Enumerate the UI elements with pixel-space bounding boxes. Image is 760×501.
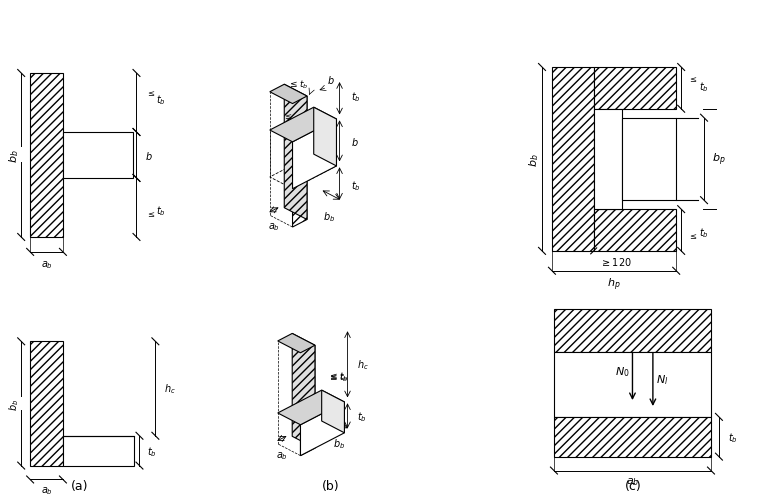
Text: (c): (c) xyxy=(625,479,642,492)
Text: $\leq$: $\leq$ xyxy=(145,210,155,219)
Polygon shape xyxy=(284,85,307,220)
Text: $\leq$: $\leq$ xyxy=(145,88,155,97)
Text: $\leq t_b$: $\leq t_b$ xyxy=(328,370,348,382)
Text: $\leq$: $\leq$ xyxy=(689,75,698,84)
Text: $\leq t_b$: $\leq t_b$ xyxy=(288,78,309,91)
Polygon shape xyxy=(277,334,315,353)
Text: $h_c$: $h_c$ xyxy=(164,382,176,396)
Text: $h_c$: $h_c$ xyxy=(357,358,369,372)
Polygon shape xyxy=(270,108,337,143)
Text: $\leq t_b$: $\leq t_b$ xyxy=(328,371,348,384)
Polygon shape xyxy=(314,108,337,167)
Text: (a): (a) xyxy=(71,479,89,492)
Bar xyxy=(30,342,63,465)
Polygon shape xyxy=(293,120,337,189)
Text: $t_b$: $t_b$ xyxy=(147,444,157,457)
Bar xyxy=(63,436,135,465)
Text: $\leq$: $\leq$ xyxy=(689,231,698,240)
Text: $a_b$: $a_b$ xyxy=(276,449,288,461)
Text: $b_b$: $b_b$ xyxy=(8,149,21,162)
Text: $b_b$: $b_b$ xyxy=(333,437,345,450)
Bar xyxy=(622,118,676,201)
Text: $t_b$: $t_b$ xyxy=(157,93,166,107)
Text: $N_l$: $N_l$ xyxy=(656,373,668,387)
Text: $N_0$: $N_0$ xyxy=(615,364,629,378)
Bar xyxy=(594,210,676,252)
Polygon shape xyxy=(300,346,315,456)
Text: $t_b$: $t_b$ xyxy=(699,80,709,94)
Text: $\geq 120$: $\geq 120$ xyxy=(600,256,632,268)
Text: $t_b$: $t_b$ xyxy=(351,90,361,104)
Polygon shape xyxy=(293,97,307,227)
Text: $\leq$: $\leq$ xyxy=(283,112,293,121)
Bar xyxy=(63,133,132,178)
Polygon shape xyxy=(270,85,307,104)
Polygon shape xyxy=(300,402,344,456)
Text: $b_p$: $b_p$ xyxy=(712,151,726,168)
Text: $t_b$: $t_b$ xyxy=(351,179,361,193)
Polygon shape xyxy=(321,390,344,433)
Bar xyxy=(554,309,711,353)
Text: $t_b$: $t_b$ xyxy=(285,116,295,129)
Text: $b_b$: $b_b$ xyxy=(527,153,541,166)
Bar xyxy=(554,353,711,417)
Text: $b$: $b$ xyxy=(145,150,154,162)
Polygon shape xyxy=(292,334,315,448)
Text: $a_t$: $a_t$ xyxy=(309,434,319,444)
Text: (b): (b) xyxy=(321,479,339,492)
Bar xyxy=(30,74,63,237)
Bar xyxy=(554,417,711,457)
Text: $t_b$: $t_b$ xyxy=(728,430,738,444)
Polygon shape xyxy=(270,155,337,189)
Text: $b$: $b$ xyxy=(328,74,335,86)
Text: $h_p$: $h_p$ xyxy=(607,276,621,293)
Text: $b_b$: $b_b$ xyxy=(323,209,335,223)
Bar xyxy=(594,110,622,210)
Text: $a_b$: $a_b$ xyxy=(40,259,52,270)
Text: $a_b$: $a_b$ xyxy=(625,475,639,487)
Text: $a_b$: $a_b$ xyxy=(268,221,280,233)
Text: $a_b$: $a_b$ xyxy=(40,484,52,496)
Text: $b$: $b$ xyxy=(351,136,359,148)
Text: $t_b$: $t_b$ xyxy=(157,204,166,218)
Text: $t_b$: $t_b$ xyxy=(699,225,709,239)
Polygon shape xyxy=(277,390,344,425)
Bar xyxy=(594,68,676,110)
Text: $t_b$: $t_b$ xyxy=(357,409,367,423)
Text: $b_b$: $b_b$ xyxy=(8,398,21,410)
Bar xyxy=(552,68,594,252)
